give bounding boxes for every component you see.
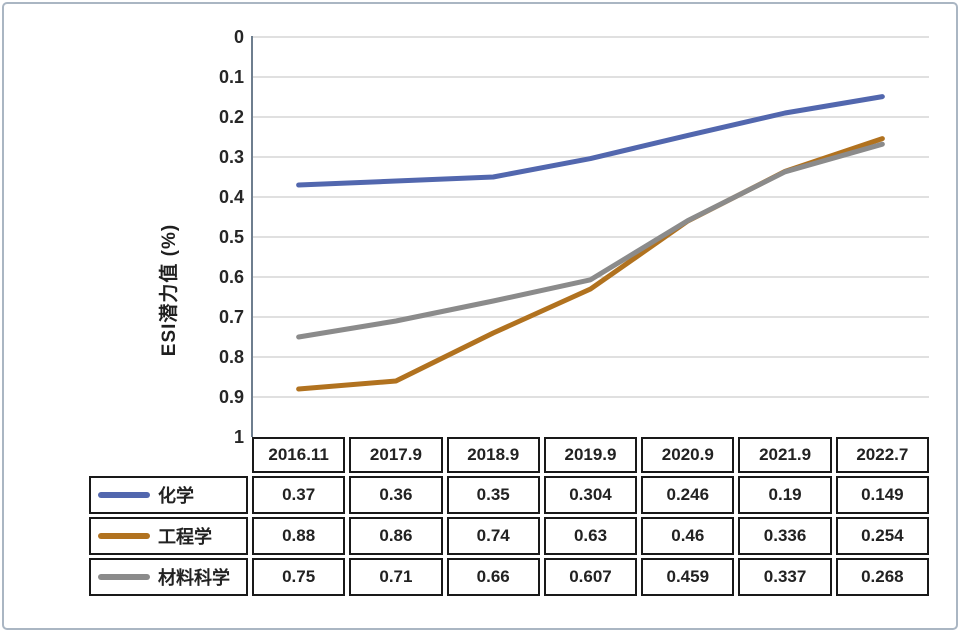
series-line-化学 [296,94,885,188]
series-line-材料科学 [296,141,885,340]
y-tick-label: 0.2 [218,107,244,127]
table-header-cell: 2021.9 [738,437,832,473]
legend-label: 材料科学 [158,568,230,588]
table-value-cell: 0.254 [835,517,929,555]
y-tick-label: 0 [233,27,244,47]
table-header-cell: 2019.9 [543,437,638,473]
table-value-cell: 0.66 [446,558,540,596]
y-tick-label: 0.4 [218,187,244,207]
legend-label: 化学 [158,486,194,506]
table-value-cell: 0.607 [543,558,638,596]
table-value-cell: 0.19 [738,476,832,514]
table-value-cell: 0.63 [543,517,638,555]
legend-cell-化学: 化学 [89,476,248,514]
y-tick-label: 0.9 [218,387,244,407]
table-value-cell: 0.75 [252,558,346,596]
y-tick-label: 0.7 [218,307,244,327]
table-value-cell: 0.74 [446,517,540,555]
table-header-cell: 2017.9 [349,437,443,473]
y-tick-label: 0.3 [218,147,244,167]
table-value-cell: 0.337 [738,558,832,596]
legend-cell-材料科学: 材料科学 [89,558,248,596]
table-header-cell: 2016.11 [252,437,346,473]
table-value-cell: 0.149 [835,476,929,514]
table-value-cell: 0.336 [738,517,832,555]
table-value-cell: 0.459 [641,558,735,596]
table-header-cell: 2018.9 [446,437,540,473]
table-value-cell: 0.86 [349,517,443,555]
legend-line-swatch [98,574,150,580]
table-value-cell: 0.268 [835,558,929,596]
table-corner-blank [89,437,248,473]
chart-data-table: 2016.11 2017.9 2018.9 2019.9 2020.9 2021.9 202… [89,437,929,596]
table-value-cell: 0.304 [543,476,638,514]
table-value-cell: 0.37 [252,476,346,514]
y-tick-label: 1 [233,427,244,447]
y-tick-label: 0.5 [218,227,244,247]
legend-line-swatch [98,533,150,539]
legend-line-swatch [98,492,150,498]
legend-cell-工程学: 工程学 [89,517,248,555]
y-tick-label: 0.8 [218,347,244,367]
table-value-cell: 0.46 [641,517,735,555]
table-header-cell: 2020.9 [641,437,735,473]
table-value-cell: 0.71 [349,558,443,596]
y-tick-label: 0.1 [218,67,244,87]
table-value-cell: 0.246 [641,476,735,514]
legend-label: 工程学 [158,527,212,547]
y-tick-label: 0.6 [218,267,244,287]
table-value-cell: 0.36 [349,476,443,514]
series-line-工程学 [296,136,885,392]
table-value-cell: 0.88 [252,517,346,555]
table-value-cell: 0.35 [446,476,540,514]
table-header-cell: 2022.7 [835,437,929,473]
